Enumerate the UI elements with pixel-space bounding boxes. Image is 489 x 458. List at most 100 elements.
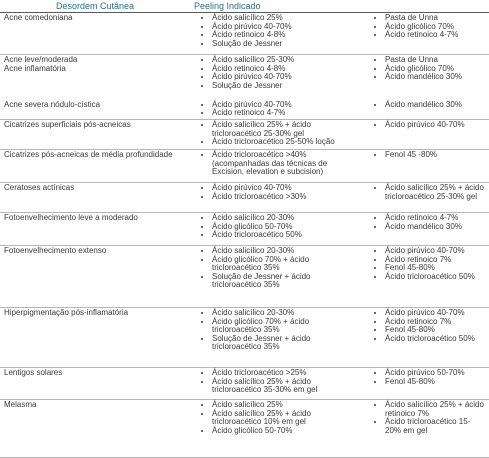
peeling-item: Solução de Jessner + ácido tricloroacéti… — [212, 334, 360, 352]
right-peeling-cell: Ácido mandélico 30% — [363, 99, 489, 120]
peeling-item: Ácido pirúvico 40-70% — [212, 100, 360, 110]
peeling-item: Ácido tricloroacético >40% (acompanhadas… — [212, 150, 360, 177]
peeling-item: Ácido pirúvico 40-70% — [212, 73, 360, 82]
peeling-list: Fenol 45 -80% — [367, 150, 486, 160]
table-row: Acne comedonianaÁcido salicílico 25%Ácid… — [0, 12, 489, 55]
disorder-text: Acne leve/moderada — [4, 55, 78, 64]
peeling-list: Ácido tricloroacético >25%Ácido salicíli… — [194, 368, 360, 395]
peeling-list: Pasta de UnnaÁcido glicólico 70%Ácido re… — [367, 13, 486, 40]
table-row: MelasmaÁcido salicílico 25%Ácido salicíl… — [0, 399, 489, 458]
peeling-list: Ácido pirúvico 40-70%Ácido tricloroacéti… — [194, 183, 360, 202]
left-peeling-cell: Ácido salicílico 20-30%Ácido glicólico 5… — [190, 212, 363, 246]
peeling-list: Ácido salicílico 25% + ácido tricloroacé… — [367, 183, 486, 201]
table-row: Fotoenvelhecimento leve a moderado Ácido … — [0, 212, 489, 246]
table-row: Fotoenvelhecimento extenso Ácido salicíli… — [0, 245, 489, 308]
peeling-item: Ácido mandélico 30% — [385, 222, 486, 232]
disorder-cell: Ceratoses actínicas — [0, 182, 190, 213]
peeling-item: Ácido retinoico 4-7% — [385, 213, 486, 223]
peeling-list: Ácido salicílico 20-30%Ácido glicólico 7… — [194, 246, 360, 290]
disorder-text: Acne comedoniana — [4, 13, 73, 22]
peeling-list: Ácido pirúvico 40-70%Ácido retinoico 7%F… — [367, 246, 486, 282]
left-peeling-cell: Ácido salicílico 25% + ácido tricloroacé… — [190, 119, 363, 150]
peeling-item: Ácido salicílico 25-30% — [212, 55, 360, 65]
table-row: Cicatrizes superficiais pós-acneicas Ácid… — [0, 119, 489, 150]
peeling-item: Ácido salicílico 20-30% — [212, 246, 360, 256]
peeling-list: Ácido mandélico 30% — [367, 100, 486, 110]
peeling-item: Ácido tricloroacético >25% — [212, 368, 360, 378]
peeling-list: Ácido pirúvico 40-70%Ácido retinoico 4-7… — [194, 100, 360, 118]
disorder-cell: Hiperpigmentação pós-inflamatória — [0, 307, 190, 368]
peeling-item: Ácido retinoico 4-8% — [212, 64, 360, 74]
left-peeling-cell: Ácido pirúvico 40-70%Ácido tricloroacéti… — [190, 182, 363, 213]
left-peeling-cell: Ácido tricloroacético >40% (acompanhadas… — [190, 149, 363, 183]
peeling-list: Ácido salicílico 25-30%Ácido retinoico 4… — [194, 55, 360, 90]
peeling-item: Ácido pirúvico 50-70% — [385, 368, 486, 378]
peeling-list: Ácido tricloroacético >40% (acompanhadas… — [194, 150, 360, 177]
peeling-item: Fenol 45-80% — [385, 377, 486, 387]
right-peeling-cell: Ácido pirúvico 40-70%Ácido retinoico 7%F… — [363, 307, 489, 368]
disorder-text: Fotoenvelhecimento extenso — [4, 246, 107, 255]
peeling-item: Ácido salicílico 25% + ácido tricloroacé… — [385, 183, 486, 201]
peeling-item: Fenol 45-80% — [385, 264, 486, 273]
peeling-item: Solução de Jessner — [212, 39, 360, 49]
right-peeling-cell: Ácido salicílico 25% + ácido retinoico 7… — [363, 399, 489, 458]
peeling-list: Ácido pirúvico 40-70%Ácido retinoico 7%F… — [367, 308, 486, 344]
table-row: Lentigos solares Ácido tricloroacético >2… — [0, 367, 489, 400]
disorder-cell: Acne comedoniana — [0, 12, 190, 55]
peeling-list: Ácido salicílico 25%Ácido salicílico 25%… — [194, 400, 360, 435]
peeling-item: Ácido glicólico 50-70% — [212, 222, 360, 232]
table-row: Ceratoses actínicas Ácido pirúvico 40-70%… — [0, 182, 489, 213]
peeling-item: Ácido glicólico 70% + ácido tricloroacét… — [212, 317, 360, 335]
left-peeling-cell: Ácido salicílico 20-30%Ácido glicólico 7… — [190, 307, 363, 368]
peeling-list: Ácido pirúvico 40-70% — [367, 120, 486, 130]
disorder-cell: Acne leve/moderada Acne inflamatória — [0, 55, 190, 100]
header-cell: Desordem Cutânea — [0, 0, 190, 13]
peeling-list: Ácido salicílico 25% + ácido retinoico 7… — [367, 400, 486, 435]
peeling-item: Ácido tricloroacético 15-20% em gel — [385, 417, 486, 435]
peeling-item: Ácido retinoico 7% — [385, 317, 486, 327]
table-row: Acne severa nódulo-cística Ácido pirúvico… — [0, 99, 489, 120]
peeling-item: Pasta de Unna — [385, 55, 486, 65]
peeling-item: Ácido salicílico 25% — [212, 13, 360, 23]
peeling-item: Pasta de Unna — [385, 13, 486, 23]
peeling-item: Ácido tricloroacético 25-50% loção — [212, 138, 360, 147]
left-peeling-cell: Ácido salicílico 20-30%Ácido glicólico 7… — [190, 245, 363, 308]
peeling-item: Ácido tricloroacético 50% — [385, 334, 486, 344]
right-peeling-cell: Ácido retinoico 4-7%Ácido mandélico 30% — [363, 212, 489, 246]
peeling-item: Ácido salicílico 25% + ácido tricloroacé… — [212, 377, 360, 395]
right-peeling-cell: Pasta de UnnaÁcido glicólico 70%Ácido ma… — [363, 55, 489, 100]
disorder-cell: Melasma — [0, 399, 190, 458]
peeling-item: Ácido salicílico 25% + ácido tricloroacé… — [212, 409, 360, 427]
peeling-item: Ácido retinoico 4-7% — [212, 108, 360, 118]
right-peeling-cell: Ácido pirúvico 50-70%Fenol 45-80% — [363, 367, 489, 400]
left-peeling-cell: Ácido salicílico 25-30%Ácido retinoico 4… — [190, 55, 363, 100]
peeling-item: Ácido retinoico 4-7% — [385, 31, 486, 40]
peeling-item: Ácido salicílico 20-30% — [212, 308, 360, 318]
left-peeling-cell: Ácido salicílico 25%Ácido salicílico 25%… — [190, 399, 363, 458]
peeling-item: Fenol 45 -80% — [385, 150, 486, 160]
left-peeling-cell: Ácido tricloroacético >25%Ácido salicíli… — [190, 367, 363, 400]
disorder-text: Cicatrizes superficiais pós-acneicas — [4, 120, 131, 129]
peeling-item: Ácido retinoico 7% — [385, 255, 486, 265]
table-body: Acne comedonianaÁcido salicílico 25%Ácid… — [0, 12, 489, 458]
disorder-text: Melasma — [4, 400, 37, 409]
peeling-item: Ácido mandélico 30% — [385, 73, 486, 82]
peeling-item: Ácido glicólico 70% — [385, 64, 486, 74]
peeling-item: Ácido salicílico 25% — [212, 400, 360, 410]
left-peeling-cell: Ácido salicílico 25%Ácido pirúvico 40-70… — [190, 12, 363, 55]
peeling-item: Ácido pirúvico 40-70% — [212, 22, 360, 32]
disorder-cell: Lentigos solares — [0, 367, 190, 400]
disorder-text: Acne inflamatória — [4, 63, 66, 73]
right-peeling-cell: Ácido pirúvico 40-70% — [363, 119, 489, 150]
peeling-item: Ácido tricloroacético 50% — [385, 272, 486, 282]
peeling-item: Ácido salicílico 20-30% — [212, 213, 360, 223]
disorder-cell: Cicatrizes superficiais pós-acneicas — [0, 119, 190, 150]
peeling-item: Ácido tricloroacético >30% — [212, 192, 360, 202]
peeling-item: Ácido salicílico 25% + ácido tricloroacé… — [212, 120, 360, 138]
peeling-list: Ácido retinoico 4-7%Ácido mandélico 30% — [367, 213, 486, 232]
peeling-item: Fenol 45-80% — [385, 326, 486, 335]
right-peeling-cell: Pasta de UnnaÁcido glicólico 70%Ácido re… — [363, 12, 489, 55]
right-peeling-cell: Ácido salicílico 25% + ácido tricloroacé… — [363, 182, 489, 213]
